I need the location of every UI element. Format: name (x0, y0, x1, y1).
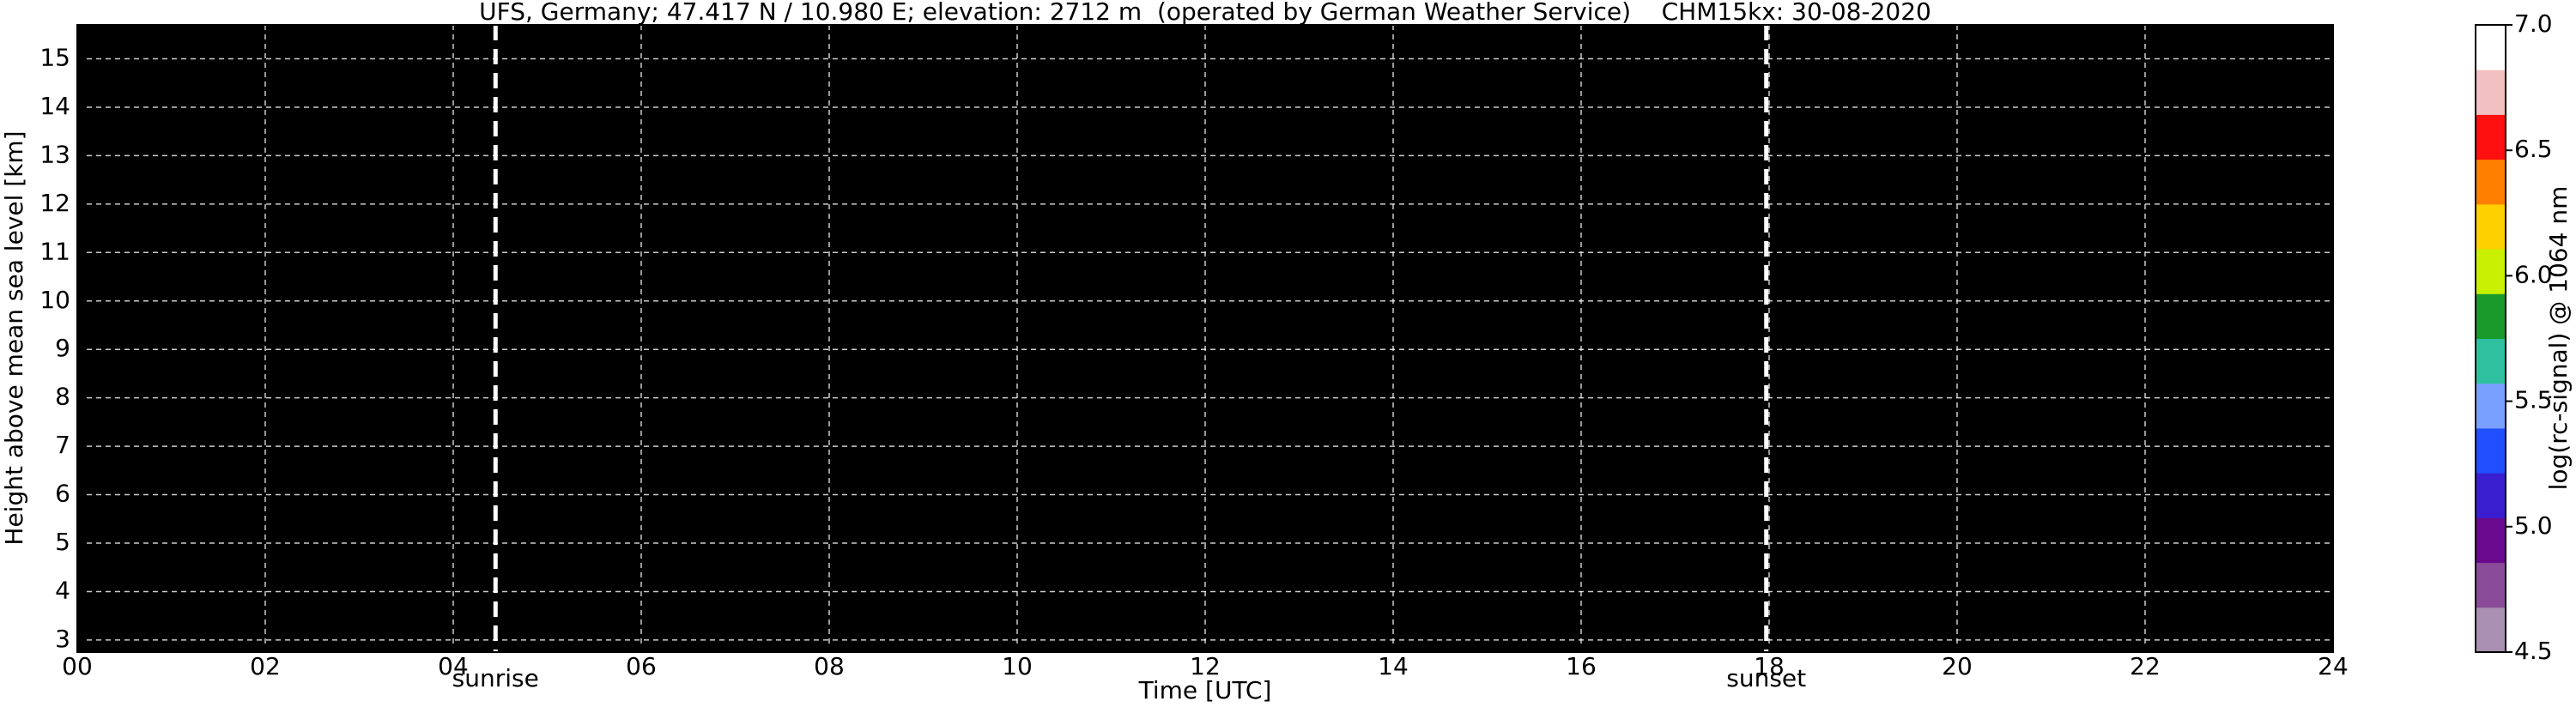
x-tick-label: 08 (814, 652, 845, 680)
y-tick-label: 10 (39, 286, 70, 314)
x-tick-label: 16 (1566, 652, 1597, 680)
event-label: sunrise (452, 664, 539, 692)
x-tick-label: 12 (1190, 652, 1221, 680)
y-tick-label: 13 (39, 140, 70, 168)
x-tick-label: 22 (2130, 652, 2161, 680)
x-tick-label: 14 (1378, 652, 1409, 680)
colorbar-segment (2476, 338, 2506, 384)
colorbar-segment (2476, 159, 2506, 205)
colorbar-segment (2476, 383, 2506, 429)
colorbar-label: log(rc-signal) @ 1064 nm (2544, 186, 2573, 491)
colorbar-segment (2476, 517, 2506, 564)
y-tick-label: 11 (39, 237, 70, 265)
colorbar-tick-label: 5.0 (2514, 511, 2553, 540)
x-tick-label: 00 (62, 652, 93, 680)
colorbar-segment (2476, 69, 2506, 115)
y-tick-label: 14 (39, 92, 70, 120)
colorbar-segment (2476, 114, 2506, 160)
colorbar-tick-label: 6.0 (2514, 260, 2553, 288)
x-tick-label: 18 (1754, 652, 1785, 680)
x-tick-label: 24 (2318, 652, 2349, 680)
y-tick-label: 15 (39, 44, 70, 72)
x-tick-label: 04 (438, 652, 469, 680)
y-tick-label: 5 (55, 528, 70, 556)
colorbar-tick-label: 5.5 (2514, 386, 2553, 414)
x-tick-label: 10 (1002, 652, 1033, 680)
y-tick-label: 4 (55, 576, 70, 604)
colorbar-tick-label: 7.0 (2514, 9, 2553, 38)
y-tick-label: 7 (55, 431, 70, 459)
colorbar-segment (2476, 427, 2506, 474)
colorbar-segment (2476, 562, 2506, 608)
y-tick-label: 8 (55, 383, 70, 411)
colorbar-segment (2476, 607, 2506, 653)
y-axis-label: Height above mean sea level [km] (0, 130, 28, 545)
colorbar-segment (2476, 293, 2506, 339)
y-tick-label: 6 (55, 480, 70, 508)
y-tick-label: 9 (55, 334, 70, 362)
colorbar-segment (2476, 249, 2506, 294)
event-label: sunset (1726, 664, 1806, 692)
x-tick-label: 20 (1942, 652, 1973, 680)
y-tick-label: 3 (55, 625, 70, 653)
colorbar-segment (2476, 203, 2506, 250)
colorbar-segment (2476, 25, 2506, 70)
colorbar-tick-label: 4.5 (2514, 637, 2553, 665)
x-tick-label: 02 (250, 652, 281, 680)
colorbar-frame (2475, 24, 2506, 653)
y-tick-label: 12 (39, 189, 70, 217)
colorbar-segment (2476, 473, 2506, 518)
colorbar-tick-label: 6.5 (2514, 135, 2553, 163)
plot-frame (76, 24, 2334, 653)
x-tick-label: 06 (626, 652, 657, 680)
x-axis-label: Time [UTC] (1138, 676, 1272, 704)
chart-title: UFS, Germany; 47.417 N / 10.980 E; eleva… (479, 0, 1931, 26)
